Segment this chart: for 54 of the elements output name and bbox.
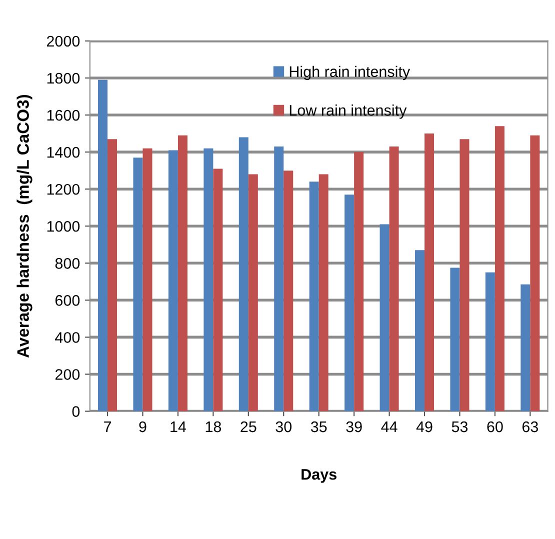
bar <box>415 250 425 412</box>
y-tick-label: 1200 <box>47 184 80 195</box>
x-tick-label: 18 <box>206 421 222 432</box>
x-tick-label: 30 <box>276 421 292 432</box>
y-tick-label: 200 <box>55 369 80 380</box>
bar <box>530 135 540 412</box>
x-tick-label: 39 <box>346 421 362 432</box>
x-tick-label: 60 <box>487 421 503 432</box>
bar <box>380 224 390 412</box>
bar <box>204 148 214 412</box>
x-tick-label: 49 <box>416 421 432 432</box>
bar <box>389 146 399 412</box>
x-tick-label: 63 <box>522 421 538 432</box>
x-tick-label: 53 <box>452 421 468 432</box>
bar <box>284 170 294 412</box>
x-tick-label: 14 <box>170 422 186 432</box>
bar <box>213 168 223 412</box>
bar <box>142 148 152 412</box>
bar <box>178 135 188 412</box>
bar <box>108 139 118 412</box>
bar <box>248 174 258 412</box>
y-tick-label: 2000 <box>46 36 80 47</box>
bar <box>133 158 143 412</box>
y-tick-label: 1600 <box>47 110 80 121</box>
bar <box>274 146 284 412</box>
legend-label: High rain intensity <box>290 66 410 80</box>
x-axis-title: Days <box>302 469 336 483</box>
bar <box>424 134 434 412</box>
bar <box>168 150 178 412</box>
x-tick-label: 44 <box>381 422 398 432</box>
bar <box>485 272 495 412</box>
y-tick-label: 600 <box>55 295 80 306</box>
bar <box>460 139 470 412</box>
y-tick-label: 800 <box>55 258 80 269</box>
y-axis-title: Average hardness (mg/L CaCO3) <box>16 94 32 358</box>
bar <box>98 80 108 412</box>
bar <box>344 194 354 412</box>
bar <box>450 268 460 412</box>
x-tick-label: 9 <box>139 421 146 432</box>
x-tick-label: 7 <box>104 422 111 432</box>
y-tick-label: 400 <box>55 332 80 343</box>
x-tick-label: 25 <box>240 421 256 432</box>
y-tick-label: 1000 <box>47 220 80 232</box>
y-tick-label: 0 <box>72 406 80 417</box>
bar <box>494 126 504 412</box>
y-tick-label: 1400 <box>47 146 80 158</box>
y-tick-label: 1800 <box>47 72 80 84</box>
legend-label: Low rain intensity <box>290 104 407 119</box>
bar <box>520 284 530 412</box>
bar <box>318 174 328 412</box>
bar <box>354 152 364 412</box>
bar <box>309 182 319 412</box>
bar <box>238 137 248 412</box>
x-tick-label: 35 <box>310 421 327 432</box>
